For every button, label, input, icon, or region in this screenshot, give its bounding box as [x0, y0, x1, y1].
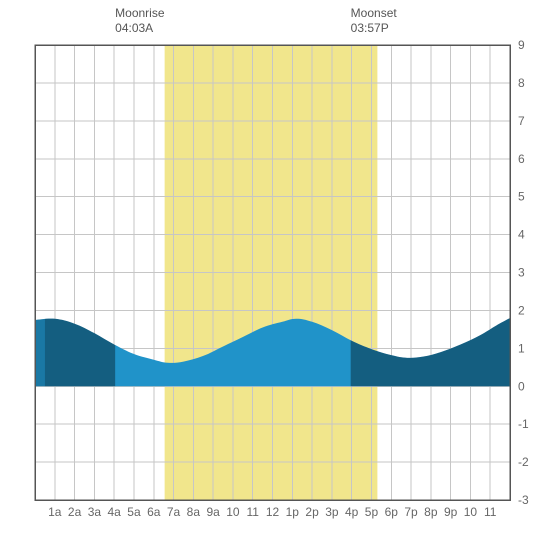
- y-tick-label: 5: [518, 190, 525, 204]
- x-tick-label: 9a: [206, 505, 220, 519]
- x-tick-label: 8p: [424, 505, 438, 519]
- x-tick-label: 7a: [167, 505, 181, 519]
- x-tick-label: 5p: [365, 505, 379, 519]
- y-tick-label: -1: [518, 417, 529, 431]
- y-tick-label: 3: [518, 266, 525, 280]
- x-tick-label: 7p: [404, 505, 418, 519]
- x-tick-label: 12: [266, 505, 280, 519]
- moonrise-time: 04:03A: [115, 21, 164, 36]
- moonrise-label: Moonrise: [115, 6, 164, 21]
- y-tick-label: -2: [518, 455, 529, 469]
- y-tick-label: 9: [518, 38, 525, 52]
- x-tick-label: 10: [464, 505, 478, 519]
- x-tick-label: 8a: [187, 505, 201, 519]
- moonset-label: Moonset: [351, 6, 397, 21]
- x-tick-label: 9p: [444, 505, 458, 519]
- x-tick-label: 6a: [147, 505, 161, 519]
- x-tick-label: 4a: [107, 505, 121, 519]
- x-tick-label: 3p: [325, 505, 339, 519]
- x-tick-label: 10: [226, 505, 240, 519]
- x-tick-label: 1a: [48, 505, 62, 519]
- y-tick-label: 7: [518, 114, 525, 128]
- y-tick-label: 4: [518, 228, 525, 242]
- moonset-annotation: Moonset 03:57P: [351, 6, 397, 36]
- y-tick-label: 2: [518, 303, 525, 317]
- y-tick-label: 0: [518, 379, 525, 393]
- x-tick-label: 11: [484, 505, 497, 519]
- moonrise-annotation: Moonrise 04:03A: [115, 6, 164, 36]
- y-tick-label: -3: [518, 493, 529, 507]
- y-tick-label: 1: [518, 341, 525, 355]
- x-tick-label: 6p: [385, 505, 399, 519]
- y-tick-label: 8: [518, 76, 525, 90]
- x-tick-label: 11: [246, 505, 259, 519]
- x-tick-label: 3a: [88, 505, 102, 519]
- x-tick-label: 2p: [305, 505, 319, 519]
- y-tick-label: 6: [518, 152, 525, 166]
- x-tick-label: 2a: [68, 505, 82, 519]
- x-tick-label: 1p: [286, 505, 300, 519]
- moonset-time: 03:57P: [351, 21, 397, 36]
- tide-chart: -3-2-101234567891a2a3a4a5a6a7a8a9a101112…: [0, 0, 550, 550]
- x-tick-label: 5a: [127, 505, 141, 519]
- x-tick-label: 4p: [345, 505, 359, 519]
